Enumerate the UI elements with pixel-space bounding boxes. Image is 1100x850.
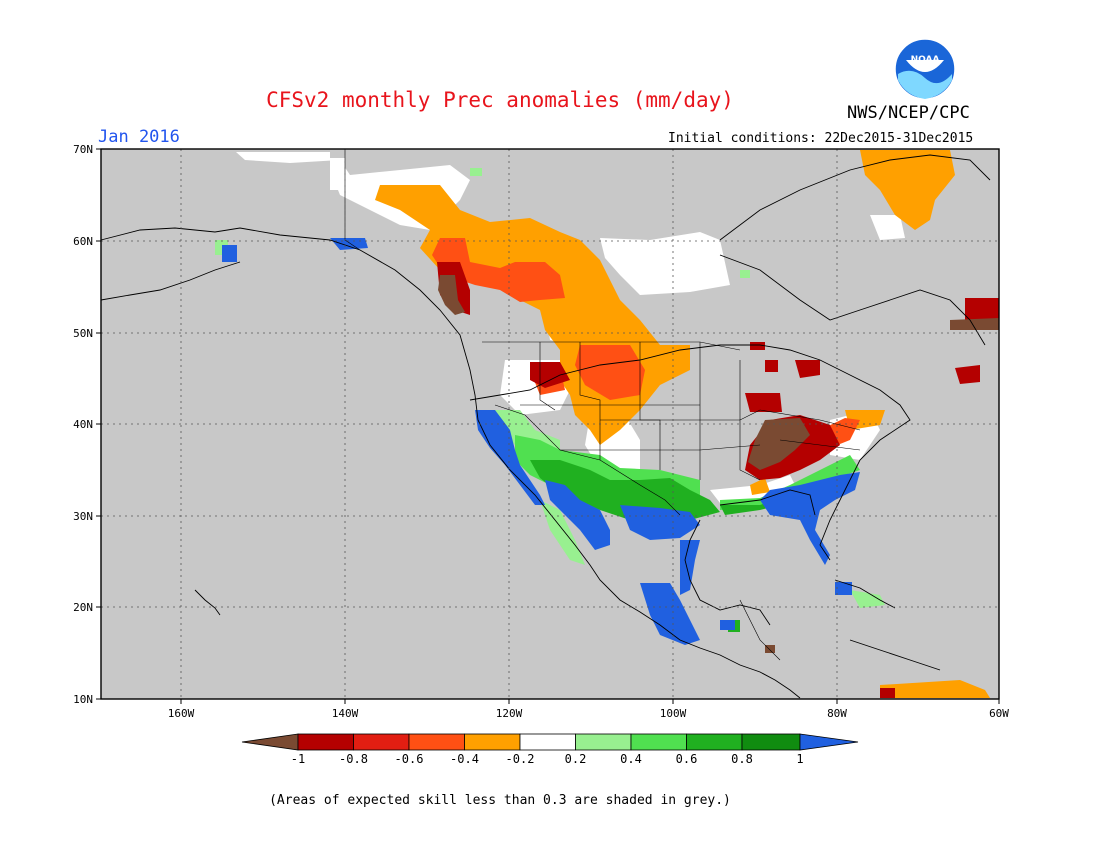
lon-label: 120W [495,707,523,720]
colorbar-arrow-right [799,733,859,751]
colorbar-box-4 [464,733,521,751]
lat-label: 40N [73,418,93,431]
colorbar-label: 0.2 [564,752,587,766]
patch-brown-canada-e [950,318,999,330]
lat-label: 20N [73,601,93,614]
colorbar-box-8 [686,733,743,751]
colorbar-label: 0.6 [675,752,698,766]
anomaly-patches [215,150,999,698]
lat-label: 10N [73,693,93,706]
colorbar-box-6 [575,733,632,751]
colorbar-label: -0.2 [505,752,535,766]
patch-redorange-canada [432,238,565,302]
colorbar-box-1 [297,733,354,751]
patch-blue-alaska2 [222,245,237,262]
colorbar-box-3 [408,733,465,751]
lat-label: 60N [73,235,93,248]
patch-white-greenland [870,215,905,240]
colorbar-box-7 [630,733,687,751]
patch-red-midwest [745,393,782,412]
skill-note: (Areas of expected skill less than 0.3 a… [269,793,731,808]
patch-brown-ohio [748,418,810,470]
lat-label: 30N [73,510,93,523]
noaa-logo-text: NOAA [911,55,940,65]
patch-red-mi2 [765,360,778,372]
page-title: CFSv2 monthly Prec anomalies (mm/day) [266,88,734,112]
map-grid [101,149,999,699]
colorbar-label: -0.4 [450,752,479,766]
patch-blue-se [760,472,860,565]
lat-label: 50N [73,327,93,340]
patch-blue-gulf [680,540,700,595]
lon-label: 80W [827,707,847,720]
lat-label: 70N [73,143,93,156]
patch-brown-central [765,645,775,653]
lon-label: 100W [659,707,687,720]
colorbar-arrow-left [241,733,299,751]
patch-white-yukon [330,158,345,190]
patch-lgreen-canada [740,270,750,278]
patch-blue-alaska [330,238,368,250]
lon-label: 140W [331,707,359,720]
colorbar-label: -1 [290,752,306,766]
patch-orange-south [880,680,990,698]
colorbar-box-9 [741,733,801,751]
agency-label: NWS/NCEP/CPC [847,103,970,123]
colorbar-label: -0.6 [394,752,424,766]
colorbar [241,733,859,751]
patch-blue-texas [620,505,700,540]
colorbar-label: -0.8 [339,752,368,766]
forecast-month: Jan 2016 [98,127,180,147]
noaa-logo-icon: NOAA [894,38,956,100]
patch-mgreen-sw [530,460,720,522]
patch-orange-greenland [860,150,955,230]
patch-mgreen-gulf [720,488,810,515]
patch-blue-smex [640,583,700,645]
axis-ticks [96,148,1000,704]
patch-blue-california [475,410,545,505]
lon-label: 160W [167,707,195,720]
patch-blue-yuc [720,620,735,630]
patch-red-caribbean [880,688,895,698]
patch-red-mi [795,360,820,378]
colorbar-box-5 [519,733,576,751]
patch-green-se [720,455,860,510]
patch-red-lab [750,342,765,350]
patch-lgreen-greenland [470,168,482,176]
lon-label: 60W [989,707,1009,720]
patch-red-ns [955,365,980,384]
colorbar-label: 1 [796,752,804,766]
patch-blue-mexico [545,480,610,550]
patch-orange-se [750,478,770,495]
patch-brown-bc [438,275,465,315]
colorbar-label: 0.4 [620,752,642,766]
colorbar-box-2 [353,733,410,751]
initial-conditions: Initial conditions: 22Dec2015-31Dec2015 [668,131,974,146]
colorbar-label: 0.8 [731,752,753,766]
patch-white-canada [600,232,730,295]
patch-blue-cuba [835,582,852,595]
patch-lgreen-cuba [850,590,885,608]
patch-redorange-west [575,345,645,400]
